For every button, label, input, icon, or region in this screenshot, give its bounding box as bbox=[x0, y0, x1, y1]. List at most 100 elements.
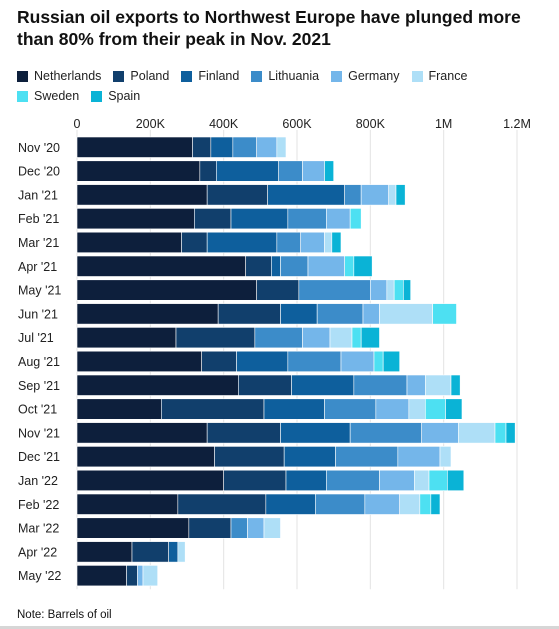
bar-segment bbox=[430, 493, 441, 515]
legend-label: Netherlands bbox=[34, 69, 102, 83]
category-label: Apr '21 bbox=[18, 260, 57, 274]
legend-item: Sweden bbox=[17, 89, 79, 103]
bar-segment bbox=[194, 208, 232, 230]
bar-segment bbox=[265, 493, 316, 515]
bar-segment bbox=[445, 398, 463, 420]
stacked-bar-chart: 0 200K 400K 600K 800K 1M 1.2M Nov '20 Dec '20 Jan… bbox=[18, 117, 531, 590]
bar-segment bbox=[76, 136, 193, 158]
chart-legend: Netherlands Poland Finland Lithuania Germany… bbox=[17, 66, 547, 106]
legend-item: Germany bbox=[331, 69, 400, 83]
category-label: Jan '21 bbox=[18, 188, 58, 202]
category-label: Nov '20 bbox=[18, 141, 60, 155]
bar-segment bbox=[76, 469, 224, 492]
x-tick-label: 400K bbox=[209, 117, 239, 131]
bar-segment bbox=[76, 493, 179, 515]
x-tick-label: 800K bbox=[356, 117, 386, 131]
bar-segment bbox=[278, 160, 303, 182]
bar-segment bbox=[199, 160, 217, 182]
bar-segment bbox=[76, 160, 201, 182]
bar-segment bbox=[206, 231, 278, 253]
bar-segment bbox=[331, 231, 342, 253]
bar-segment bbox=[76, 303, 219, 325]
x-tick-label: 600K bbox=[282, 117, 312, 131]
bar-segment bbox=[230, 517, 248, 539]
x-tick-label: 200K bbox=[136, 117, 166, 131]
bar-segment bbox=[161, 398, 265, 420]
legend-swatch bbox=[181, 70, 193, 82]
bar-segment bbox=[458, 422, 496, 444]
bar-segment bbox=[76, 184, 208, 206]
bar-segment bbox=[316, 303, 364, 325]
bar-segment bbox=[76, 208, 195, 230]
bar-segment bbox=[214, 446, 285, 468]
bar-segment bbox=[223, 469, 287, 492]
chart-title: Russian oil exports to Northwest Europe … bbox=[17, 7, 521, 49]
bar-segment bbox=[302, 160, 325, 182]
legend-item: France bbox=[411, 69, 467, 83]
bar-segment bbox=[280, 422, 351, 444]
legend-item: Poland bbox=[113, 69, 169, 83]
bar-segment bbox=[232, 136, 257, 158]
category-label: Feb '22 bbox=[18, 498, 59, 512]
bar-segment bbox=[428, 469, 448, 492]
bottom-divider bbox=[0, 626, 559, 629]
bar-segment bbox=[76, 541, 133, 563]
x-tick-label: 1M bbox=[435, 117, 452, 131]
bar-segment bbox=[425, 398, 446, 420]
bar-segment bbox=[360, 184, 389, 206]
bar-segment bbox=[216, 160, 279, 182]
bar-segment bbox=[399, 493, 421, 515]
legend-row: Sweden Spain bbox=[17, 86, 547, 106]
category-label: Aug '21 bbox=[18, 355, 60, 369]
bar-segment bbox=[379, 469, 415, 492]
bar-segment bbox=[238, 374, 292, 396]
legend-item: Spain bbox=[91, 89, 140, 103]
bar-segment bbox=[267, 184, 345, 206]
legend-item: Finland bbox=[181, 69, 239, 83]
bar-segment bbox=[254, 327, 303, 349]
bar-segment bbox=[505, 422, 516, 444]
bar-segment bbox=[76, 327, 177, 349]
bar-segment bbox=[344, 184, 362, 206]
bar-segment bbox=[408, 398, 426, 420]
bar-segment bbox=[419, 493, 432, 515]
bar-segment bbox=[300, 231, 325, 253]
bar-segment bbox=[142, 565, 158, 587]
bar-segment bbox=[168, 541, 179, 563]
bar-segment bbox=[280, 303, 318, 325]
bar-segment bbox=[397, 446, 441, 468]
bar-segment bbox=[298, 279, 371, 301]
bar-segment bbox=[353, 255, 373, 277]
bar-segment bbox=[447, 469, 465, 492]
bar-segment bbox=[76, 422, 208, 444]
category-label: Oct '21 bbox=[18, 403, 57, 417]
x-tick-label: 1.2M bbox=[503, 117, 531, 131]
bar-segment bbox=[414, 469, 430, 492]
bar-segment bbox=[206, 422, 281, 444]
bar-segment bbox=[364, 493, 400, 515]
bar-segment bbox=[131, 541, 169, 563]
bar-segment bbox=[76, 565, 127, 587]
bar-segment bbox=[276, 136, 287, 158]
bar-segment bbox=[76, 374, 239, 396]
x-tick-label: 0 bbox=[74, 117, 81, 131]
category-label: Jan '22 bbox=[18, 474, 58, 488]
bar-segment bbox=[329, 327, 353, 349]
bar-segment bbox=[177, 493, 267, 515]
bar-segment bbox=[393, 279, 404, 301]
category-label: Dec '20 bbox=[18, 165, 60, 179]
bar-segment bbox=[403, 279, 411, 301]
bar-segment bbox=[76, 255, 246, 277]
bar-segment bbox=[280, 255, 309, 277]
category-label: Dec '21 bbox=[18, 450, 60, 464]
bar-segment bbox=[76, 517, 190, 539]
bar-segment bbox=[263, 398, 325, 420]
bar-segment bbox=[76, 350, 202, 372]
bar-segment bbox=[245, 255, 272, 277]
bar-segment bbox=[395, 184, 406, 206]
chart-note: Note: Barrels of oil bbox=[17, 609, 112, 621]
category-label: May '22 bbox=[18, 569, 61, 583]
bar-segment bbox=[386, 279, 395, 301]
bar-segment bbox=[201, 350, 237, 372]
